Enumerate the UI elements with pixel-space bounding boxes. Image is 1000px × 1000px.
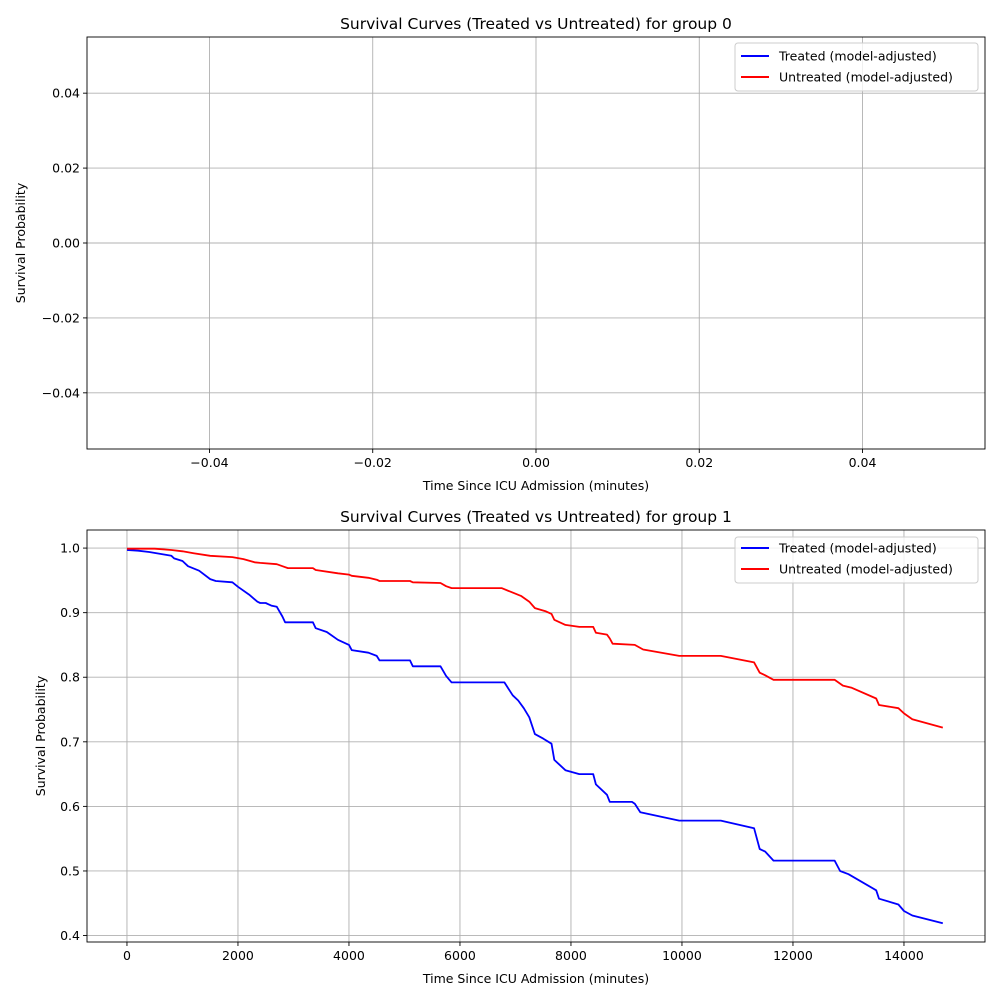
legend-label-treated: Treated (model-adjusted): [778, 541, 937, 556]
x-tick-label: 2000: [222, 948, 254, 963]
y-tick-label: 0.7: [60, 734, 80, 749]
x-axis-label: Time Since ICU Admission (minutes): [422, 478, 649, 493]
plot-frame: [86, 529, 986, 943]
legend: Treated (model-adjusted) Untreated (mode…: [734, 42, 979, 92]
series-layer: [126, 547, 944, 925]
chart-group-1: Survival Curves (Treated vs Untreated) f…: [33, 508, 986, 986]
series-line-untreated: [127, 547, 944, 729]
chart-group-0: Survival Curves (Treated vs Untreated) f…: [13, 15, 986, 493]
series-line-treated: [126, 549, 944, 925]
y-tick-label: 0.04: [52, 86, 80, 101]
y-tick-label: 0.4: [60, 928, 80, 943]
y-tick-label: 0.9: [60, 605, 80, 620]
x-tick-label: 0.04: [849, 455, 877, 470]
chart-title: Survival Curves (Treated vs Untreated) f…: [340, 15, 732, 33]
x-tick-label: 8000: [555, 948, 587, 963]
y-axis-label: Survival Probability: [33, 675, 48, 796]
grid: [87, 37, 985, 449]
legend-label-untreated: Untreated (model-adjusted): [779, 562, 953, 577]
x-tick-label: −0.02: [354, 455, 392, 470]
x-tick-label: 0.02: [685, 455, 713, 470]
y-tick-label: 0.02: [52, 161, 80, 176]
y-tick-label: 1.0: [60, 541, 80, 556]
chart-title: Survival Curves (Treated vs Untreated) f…: [340, 508, 732, 526]
y-axis: 0.4 0.5 0.6 0.7 0.8 0.9 1.0: [60, 541, 87, 943]
x-axis-label: Time Since ICU Admission (minutes): [422, 971, 649, 986]
legend-label-treated: Treated (model-adjusted): [778, 49, 937, 64]
x-tick-label: 10000: [662, 948, 702, 963]
grid: [87, 530, 985, 942]
x-axis: 0 2000 4000 6000 8000 10000 12000 14000: [123, 942, 924, 963]
y-tick-label: −0.04: [42, 385, 80, 400]
x-tick-label: 4000: [333, 948, 365, 963]
x-axis: −0.04 −0.02 0.00 0.02 0.04: [190, 449, 877, 470]
legend-box: [734, 536, 979, 584]
x-tick-label: 12000: [773, 948, 813, 963]
legend: Treated (model-adjusted) Untreated (mode…: [734, 536, 979, 584]
y-tick-label: −0.02: [42, 310, 80, 325]
y-tick-label: 0.00: [52, 236, 80, 251]
legend-box: [734, 42, 979, 92]
x-tick-label: 6000: [444, 948, 476, 963]
x-tick-label: 0: [123, 948, 131, 963]
y-tick-label: 0.8: [60, 670, 80, 685]
y-tick-label: 0.5: [60, 863, 80, 878]
x-tick-label: −0.04: [190, 455, 228, 470]
x-tick-label: 0.00: [522, 455, 550, 470]
y-axis: −0.04 −0.02 0.00 0.02 0.04: [42, 86, 87, 400]
y-axis-label: Survival Probability: [13, 182, 28, 303]
x-tick-label: 14000: [884, 948, 924, 963]
legend-label-untreated: Untreated (model-adjusted): [779, 70, 953, 85]
y-tick-label: 0.6: [60, 799, 80, 814]
